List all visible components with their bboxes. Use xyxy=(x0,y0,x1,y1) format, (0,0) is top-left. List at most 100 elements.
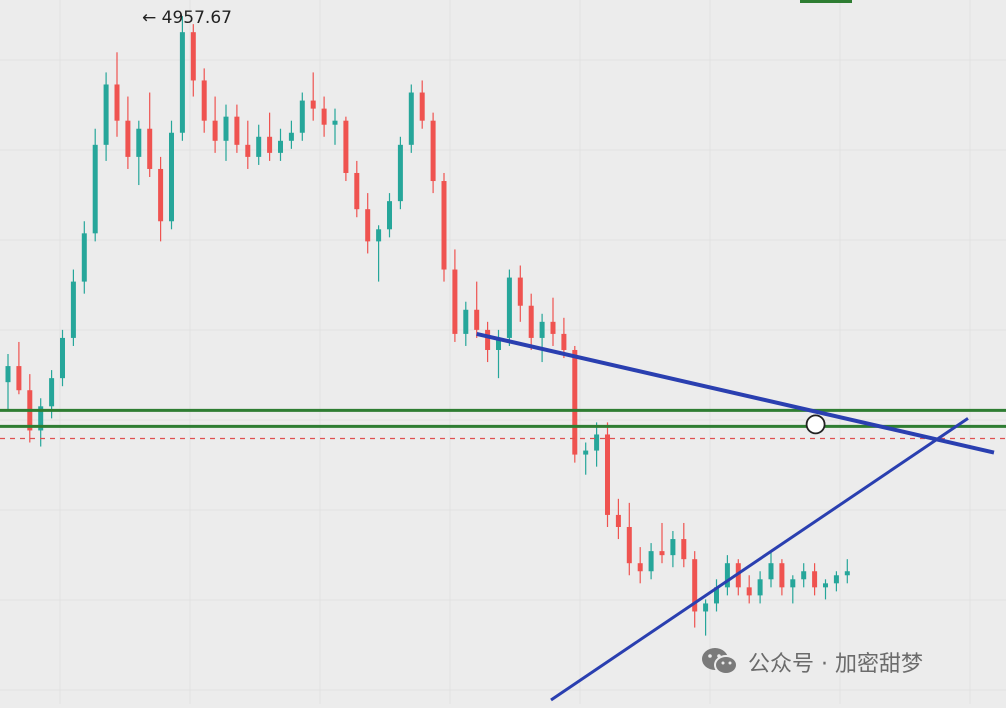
candle xyxy=(223,104,229,161)
candle xyxy=(768,551,774,588)
candle-body xyxy=(452,269,458,334)
candle-body xyxy=(376,229,382,242)
candle xyxy=(735,559,741,596)
candle-body xyxy=(234,116,240,145)
candle-body xyxy=(408,92,414,145)
candle xyxy=(714,579,719,612)
candle-body xyxy=(267,136,273,153)
candle xyxy=(310,72,316,121)
candles-layer xyxy=(5,16,850,636)
candle xyxy=(550,297,556,346)
candle-body xyxy=(70,281,76,338)
candle-body xyxy=(561,333,567,350)
candle xyxy=(517,265,523,322)
candle xyxy=(779,559,785,596)
left-arrow-icon: ← xyxy=(142,8,157,28)
candle xyxy=(103,72,109,161)
candle-body xyxy=(659,551,665,556)
ascending-trendline xyxy=(550,417,969,702)
candle xyxy=(387,193,392,238)
candle xyxy=(474,281,480,338)
candle xyxy=(114,52,120,137)
candle xyxy=(147,92,153,178)
candle-body xyxy=(714,587,719,604)
candle xyxy=(637,547,643,584)
candle-body xyxy=(158,168,164,222)
high-price-value: 4957.67 xyxy=(161,8,232,28)
candle-body xyxy=(833,575,839,584)
candle-body xyxy=(768,563,774,580)
drawn-lines-layer xyxy=(0,331,1006,702)
candle xyxy=(681,522,687,568)
candle-body xyxy=(801,571,807,580)
wechat-icon xyxy=(702,648,738,675)
candle xyxy=(757,571,763,604)
candle-body xyxy=(594,434,600,451)
candle-body xyxy=(757,579,763,596)
candle xyxy=(234,104,240,153)
candle xyxy=(724,555,730,596)
candle xyxy=(125,96,131,169)
candle-body xyxy=(485,329,491,350)
candle-body xyxy=(256,136,262,157)
candle xyxy=(365,193,371,254)
candle-body xyxy=(823,583,828,588)
candle xyxy=(441,172,447,282)
candle-body xyxy=(343,120,349,173)
candle-body xyxy=(179,32,185,133)
candle xyxy=(212,96,218,153)
candle xyxy=(92,128,98,242)
candle xyxy=(190,24,196,97)
candle-body xyxy=(201,80,207,121)
candle xyxy=(801,563,807,588)
candle xyxy=(245,120,251,169)
candle xyxy=(746,575,752,604)
candle xyxy=(5,354,11,411)
candle xyxy=(833,571,839,592)
candle xyxy=(463,301,469,346)
candle-body xyxy=(16,366,22,391)
candle xyxy=(299,92,305,141)
candle-body xyxy=(136,128,142,157)
candle-body xyxy=(648,551,654,572)
candle-body xyxy=(365,209,371,242)
candle xyxy=(812,563,818,596)
candle-body xyxy=(615,514,621,527)
candle-body xyxy=(147,128,153,169)
candle xyxy=(376,225,382,282)
candle-body xyxy=(223,116,229,141)
candle xyxy=(605,422,610,527)
candle-body xyxy=(60,337,65,379)
candle xyxy=(81,221,87,294)
candle xyxy=(179,16,185,141)
candle xyxy=(670,531,676,568)
candle xyxy=(332,108,338,145)
candle-body xyxy=(441,181,447,270)
candle-body xyxy=(583,450,589,455)
candle xyxy=(485,321,491,363)
candle xyxy=(561,317,567,359)
candle-body xyxy=(506,277,512,338)
candle-body xyxy=(397,144,403,202)
candle xyxy=(136,120,142,186)
candle xyxy=(60,329,65,387)
candle-body xyxy=(81,233,87,282)
candle-body xyxy=(212,120,218,141)
candle-body xyxy=(332,120,338,125)
candle-body xyxy=(779,563,785,588)
candle-body xyxy=(430,120,436,182)
candle-body xyxy=(637,563,643,572)
candle-body xyxy=(5,366,11,383)
candle xyxy=(321,96,327,137)
candle xyxy=(267,112,273,161)
candle-body xyxy=(278,140,283,153)
price-marker-circle xyxy=(805,414,826,435)
candle xyxy=(659,522,665,564)
candle xyxy=(844,559,850,584)
top-corner-accent xyxy=(800,0,852,3)
candle-body xyxy=(474,309,480,330)
candle-body xyxy=(288,132,294,141)
